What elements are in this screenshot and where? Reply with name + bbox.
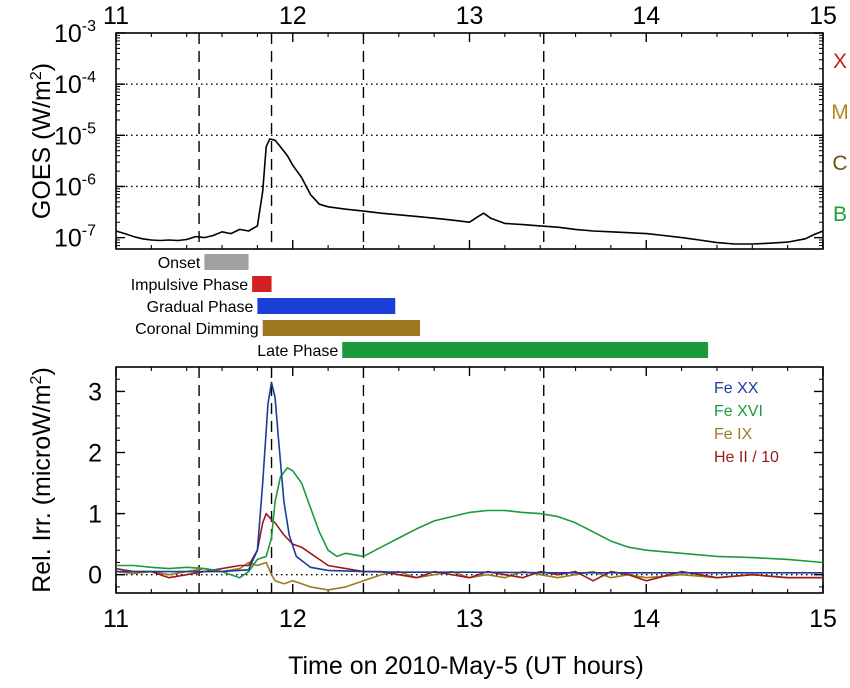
goes-y-tick-label: 10-3 [54, 18, 96, 48]
goes-top-x-tick-label: 15 [809, 2, 837, 30]
flare-class-labels: X M C B [831, 50, 849, 226]
phase-bars [204, 254, 709, 358]
goes-y-tick-labels: 10-7 10-6 10-5 10-4 10-3 [54, 18, 96, 253]
phase-bar-impulsive-phase [252, 276, 272, 292]
phase-label: Impulsive Phase [131, 277, 248, 294]
legend: Fe XX Fe XVI Fe IX He II / 10 [714, 380, 779, 466]
phase-label: Late Phase [257, 343, 338, 360]
goes-ticks [115, 32, 824, 250]
goes-top-x-tick-labels: 11 12 13 14 15 [103, 2, 837, 30]
irradiance-x-tick-label: 13 [456, 605, 484, 633]
goes-y-tick-label: 10-6 [54, 171, 96, 201]
legend-entry: Fe IX [714, 426, 753, 443]
goes-plot-frame [115, 32, 824, 250]
x-axis-title: Time on 2010-May-5 (UT hours) [288, 652, 644, 680]
goes-top-x-tick-label: 14 [632, 2, 660, 30]
irradiance-y-axis-title-superscript: 2 [28, 375, 45, 384]
irradiance-x-tick-label: 12 [279, 605, 307, 633]
irradiance-y-axis-title: Rel. Irr. (microW/m2) [28, 367, 56, 593]
legend-entry: He II / 10 [714, 449, 779, 466]
goes-phase-markers [198, 33, 545, 249]
goes-y-tick-label: 10-7 [54, 223, 96, 253]
phase-bar-coronal-dimming [262, 320, 421, 336]
goes-y-axis-title-superscript: 2 [28, 71, 45, 80]
irradiance-y-tick-labels: 0 1 2 3 [88, 378, 102, 589]
goes-top-x-tick-label: 13 [456, 2, 484, 30]
goes-dotted-levels [116, 83, 823, 188]
phase-label: Onset [158, 255, 201, 272]
phase-bar-onset [204, 254, 249, 270]
irradiance-x-tick-label: 15 [809, 605, 837, 633]
flare-class-label-b: B [833, 203, 847, 226]
legend-entry: Fe XX [714, 380, 759, 397]
irradiance-y-tick-label: 0 [88, 562, 102, 590]
irradiance-series-group [115, 381, 824, 591]
series-line-fe-xvi [116, 467, 824, 579]
irradiance-ticks [115, 367, 824, 593]
phase-bar-gradual-phase [257, 298, 396, 314]
irradiance-x-tick-labels: 11 12 13 14 15 [103, 605, 837, 633]
irradiance-y-tick-label: 1 [88, 501, 102, 529]
phase-bar-late-phase [342, 342, 709, 358]
goes-y-axis-title: GOES (W/m2) [28, 63, 56, 219]
series-line-he-ii-10 [115, 512, 823, 582]
flare-class-label-c: C [832, 152, 847, 175]
goes-top-x-tick-label: 12 [279, 2, 307, 30]
legend-entry: Fe XVI [714, 403, 763, 420]
phase-bars-panel: Onset Impulsive Phase Gradual Phase Coronal… [131, 254, 709, 360]
series-line-fe-ix [115, 561, 823, 591]
goes-series-group [115, 138, 824, 245]
goes-y-tick-label: 10-4 [54, 69, 96, 99]
goes-top-x-tick-label: 11 [103, 2, 129, 30]
flare-class-label-m: M [831, 101, 849, 124]
phase-labels: Onset Impulsive Phase Gradual Phase Coronal… [131, 255, 339, 360]
irradiance-y-tick-label: 2 [88, 440, 102, 468]
irradiance-y-tick-label: 3 [88, 378, 102, 406]
goes-panel: 11 12 13 14 15 10-7 10-6 10-5 10-4 10-3 X M C B GOE… [28, 2, 849, 253]
irradiance-plot-frame [115, 366, 824, 594]
goes-flux-line [115, 138, 824, 245]
irradiance-x-tick-label: 11 [103, 605, 129, 633]
flare-class-label-x: X [833, 50, 847, 73]
series-line-fe-xx [116, 381, 823, 574]
phase-label: Gradual Phase [147, 299, 254, 316]
goes-y-tick-label: 10-5 [54, 120, 96, 150]
irradiance-phase-markers [198, 367, 545, 593]
phase-label: Coronal Dimming [135, 321, 259, 338]
irradiance-x-tick-label: 14 [632, 605, 660, 633]
